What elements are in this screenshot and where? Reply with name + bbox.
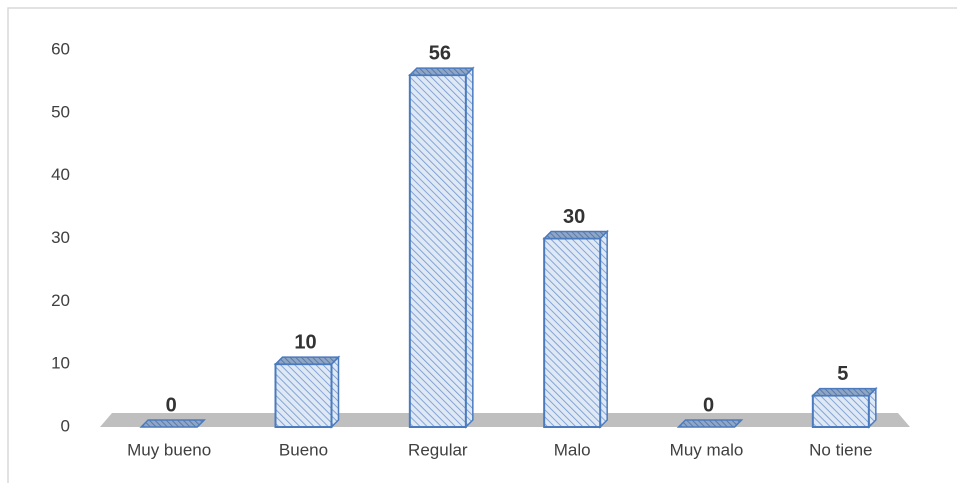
x-tick-label: No tiene — [809, 440, 872, 459]
bar — [676, 419, 744, 428]
x-tick-label: Malo — [554, 440, 591, 459]
floor — [100, 413, 910, 427]
value-label: 0 — [703, 394, 714, 416]
x-tick-label: Muy malo — [670, 440, 744, 459]
y-tick-label: 10 — [51, 354, 70, 373]
y-tick-label: 30 — [51, 228, 70, 247]
value-label: 56 — [429, 42, 451, 64]
x-tick-label: Regular — [408, 440, 468, 459]
x-tick-label: Muy bueno — [127, 440, 211, 459]
frame — [7, 7, 957, 483]
value-label: 30 — [563, 206, 585, 228]
value-label: 5 — [837, 363, 848, 385]
bar — [273, 355, 341, 429]
y-tick-label: 0 — [61, 416, 70, 435]
y-tick-label: 20 — [51, 291, 70, 310]
y-tick-label: 60 — [51, 39, 70, 58]
bar — [542, 229, 609, 429]
bar — [811, 386, 878, 429]
y-tick-label: 40 — [51, 165, 70, 184]
value-label: 0 — [166, 394, 177, 416]
x-tick-label: Bueno — [279, 440, 328, 459]
bar — [408, 66, 475, 429]
y-tick-label: 50 — [51, 102, 70, 121]
value-label: 10 — [294, 331, 316, 353]
bar — [139, 419, 206, 428]
